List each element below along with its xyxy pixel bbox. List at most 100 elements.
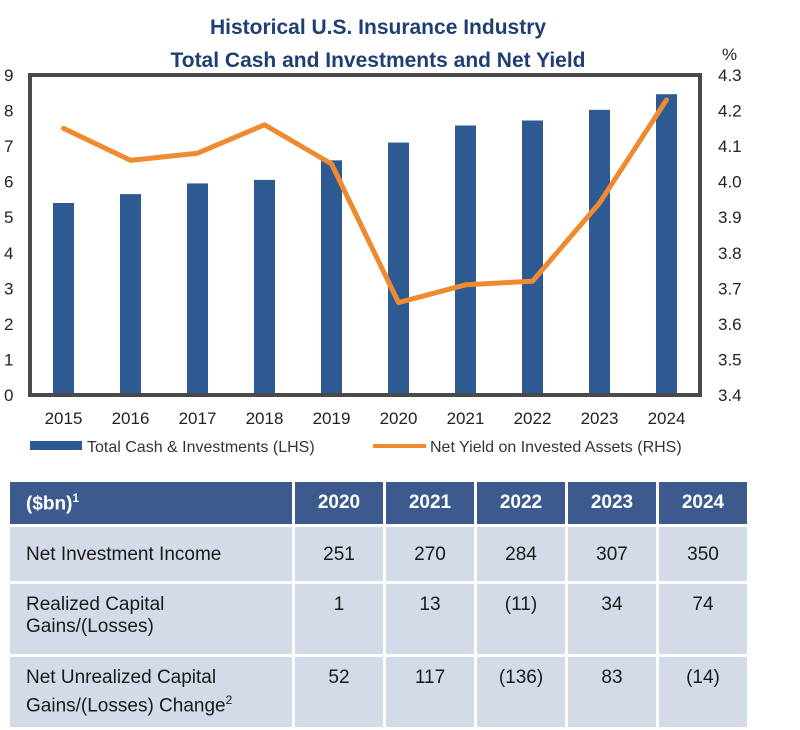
right-axis-tick-label: 3.9	[718, 208, 742, 227]
row-label-text: Net Unrealized Capital Gains/(Losses) Ch…	[26, 667, 226, 717]
x-axis-tick-label: 2016	[112, 409, 150, 428]
net-yield-point	[197, 152, 198, 154]
table-header-units: ($bn)1	[10, 482, 295, 527]
x-axis-tick-label: 2024	[648, 409, 686, 428]
legend: Total Cash & Investments (LHS) Net Yield…	[30, 439, 682, 456]
legend-line-label: Net Yield on Invested Assets (RHS)	[430, 439, 682, 456]
bar	[53, 203, 74, 395]
right-axis-tick-label: 4.3	[718, 66, 742, 85]
table-cell: 117	[386, 657, 477, 730]
table-cell: 74	[659, 584, 750, 657]
table-cell: (11)	[477, 584, 568, 657]
left-axis-tick-label: 2	[4, 315, 13, 334]
net-yield-line	[61, 97, 669, 306]
x-axis-tick-label: 2023	[581, 409, 619, 428]
right-axis-tick-label: 3.6	[718, 315, 742, 334]
table-cell: 350	[659, 527, 750, 584]
table-row: Net Unrealized Capital Gains/(Losses) Ch…	[10, 657, 750, 730]
table-header-year: 2023	[568, 482, 659, 527]
net-yield-point	[130, 159, 131, 161]
net-yield-point	[465, 284, 466, 286]
table-cell: 1	[295, 584, 386, 657]
left-axis-tick-label: 6	[4, 173, 13, 192]
bar	[388, 142, 409, 395]
table-row: Net Investment Income 251 270 284 307 35…	[10, 527, 750, 584]
row-label-footnote: 2	[225, 693, 233, 707]
x-axis-ticks: 2015 2016 2017 2018 2019 2020 2021 2022 2023 2024	[45, 409, 686, 428]
table-cell: 34	[568, 584, 659, 657]
row-label: Net Investment Income	[10, 527, 295, 584]
bar	[187, 183, 208, 395]
table-header-label: ($bn)	[26, 493, 73, 515]
table-row: Realized Capital Gains/(Losses) 1 13 (11…	[10, 584, 750, 657]
x-axis-tick-label: 2018	[246, 409, 284, 428]
x-axis-tick-label: 2015	[45, 409, 83, 428]
right-axis-tick-label: 4.0	[718, 173, 742, 192]
bar	[656, 94, 677, 395]
table-cell: 13	[386, 584, 477, 657]
right-axis-tick-label: 4.2	[718, 102, 742, 121]
left-axis-tick-label: 5	[4, 208, 13, 227]
investment-income-table: ($bn)1 2020 2021 2022 2023 2024 Net Inve…	[10, 482, 750, 730]
x-axis-tick-label: 2021	[447, 409, 485, 428]
bar	[254, 179, 275, 395]
table-cell: 52	[295, 657, 386, 730]
x-axis-tick-label: 2020	[380, 409, 418, 428]
right-axis-tick-label: 4.1	[718, 137, 742, 156]
chart-title-line-1: Historical U.S. Insurance Industry	[210, 16, 546, 39]
bar-series	[53, 94, 677, 395]
row-label-text: Realized Capital Gains/(Losses)	[26, 594, 165, 637]
left-axis-tick-label: 1	[4, 350, 13, 369]
bar	[522, 120, 543, 395]
net-yield-point	[264, 124, 265, 126]
chart-svg: Historical U.S. Insurance Industry Total…	[4, 16, 742, 456]
chart-title-line-2: Total Cash and Investments and Net Yield	[170, 49, 585, 72]
right-axis-tick-label: 3.7	[718, 279, 742, 298]
row-label-text: Net Investment Income	[26, 544, 222, 565]
table-header-footnote: 1	[72, 490, 80, 505]
right-axis-tick-label: 3.4	[718, 386, 742, 405]
left-axis-tick-label: 4	[4, 244, 13, 263]
table-header-year: 2020	[295, 482, 386, 527]
x-axis-tick-label: 2019	[313, 409, 351, 428]
bar	[455, 125, 476, 395]
net-yield-point	[532, 280, 533, 282]
net-yield-point	[666, 99, 667, 101]
bar	[321, 160, 342, 395]
table-header-year: 2022	[477, 482, 568, 527]
row-label: Realized Capital Gains/(Losses)	[10, 584, 295, 657]
table-cell: 83	[568, 657, 659, 730]
left-axis-tick-label: 7	[4, 137, 13, 156]
table-cell: 284	[477, 527, 568, 584]
table-cell: (136)	[477, 657, 568, 730]
net-yield-point	[331, 163, 332, 165]
net-yield-point	[599, 202, 600, 204]
x-axis-tick-label: 2022	[514, 409, 552, 428]
table-cell: (14)	[659, 657, 750, 730]
left-axis-tick-label: 8	[4, 102, 13, 121]
chart: Historical U.S. Insurance Industry Total…	[4, 16, 742, 456]
left-axis-tick-label: 3	[4, 279, 13, 298]
left-axis-tick-label: 0	[4, 386, 13, 405]
net-yield-point	[63, 127, 64, 129]
legend-bar-label: Total Cash & Investments (LHS)	[87, 439, 315, 456]
table-cell: 270	[386, 527, 477, 584]
legend-bar-swatch	[30, 441, 82, 450]
table-cell: 251	[295, 527, 386, 584]
plot-frame	[28, 73, 702, 397]
right-axis-tick-label: 3.5	[718, 350, 742, 369]
row-label: Net Unrealized Capital Gains/(Losses) Ch…	[10, 657, 295, 730]
left-axis-tick-label: 9	[4, 66, 13, 85]
x-axis-tick-label: 2017	[179, 409, 217, 428]
bar	[120, 194, 141, 395]
table-header-year: 2021	[386, 482, 477, 527]
right-axis-tick-label: 3.8	[718, 244, 742, 263]
table-header-year: 2024	[659, 482, 750, 527]
table-header-row: ($bn)1 2020 2021 2022 2023 2024	[10, 482, 750, 527]
table-cell: 307	[568, 527, 659, 584]
right-axis-unit: %	[722, 45, 737, 64]
line-series	[61, 97, 669, 306]
bar	[589, 109, 610, 395]
right-axis-ticks: 3.4 3.5 3.6 3.7 3.8 3.9 4.0 4.1 4.2 4.3	[718, 66, 742, 405]
net-yield-point	[398, 302, 399, 304]
